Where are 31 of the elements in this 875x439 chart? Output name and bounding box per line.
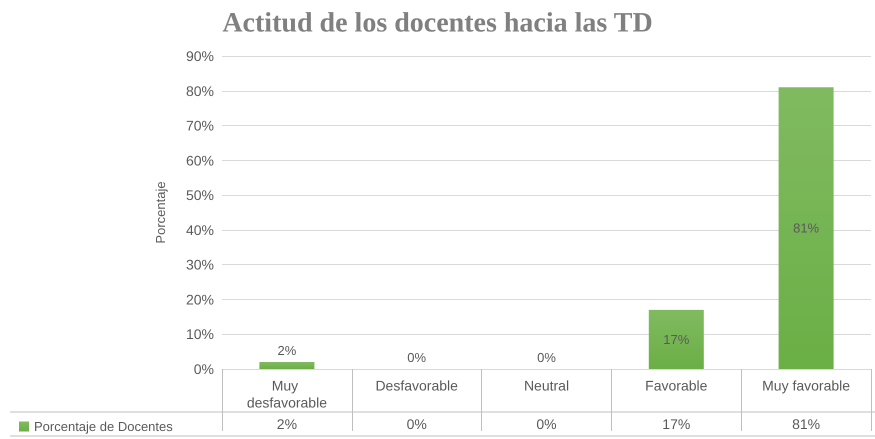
bar (648, 310, 704, 369)
text: 17% (663, 332, 690, 347)
y-tick-label: 70% (186, 118, 214, 134)
text: 81% (793, 220, 820, 236)
x-tick-label: Muy desfavorable (246, 378, 328, 410)
bar (259, 362, 314, 369)
y-tick-label: 30% (186, 256, 214, 273)
text: 0% (407, 350, 426, 365)
text: 2% (278, 343, 296, 358)
x-tick-label: Muy favorable (762, 378, 850, 394)
y-tick-label: 10% (186, 326, 214, 342)
data-label: 2% (276, 416, 298, 432)
bar (778, 87, 834, 369)
data-label: 17% (662, 416, 690, 432)
data-label: 0% (406, 416, 427, 432)
x-tick-label: Neutral (524, 378, 570, 394)
y-tick-label: 60% (186, 152, 214, 168)
data-label: 0% (536, 416, 557, 432)
data-label: 81% (792, 416, 820, 432)
chart-title: Actitud de los docentes hacia las TD (222, 8, 653, 38)
x-tick-label: Desfavorable (375, 378, 458, 394)
text: 0% (537, 350, 556, 365)
y-axis-title: Porcentaje (153, 181, 168, 244)
y-tick-label: 50% (186, 187, 214, 204)
y-tick-label: 0% (194, 361, 214, 377)
y-tick-label: 80% (186, 82, 214, 99)
x-tick-label: Favorable (645, 378, 708, 394)
legend-label: Porcentaje de Docentes (34, 419, 174, 434)
y-tick-label: 90% (186, 48, 214, 64)
y-tick-label: 20% (186, 291, 214, 308)
y-tick-label: 40% (186, 222, 214, 238)
